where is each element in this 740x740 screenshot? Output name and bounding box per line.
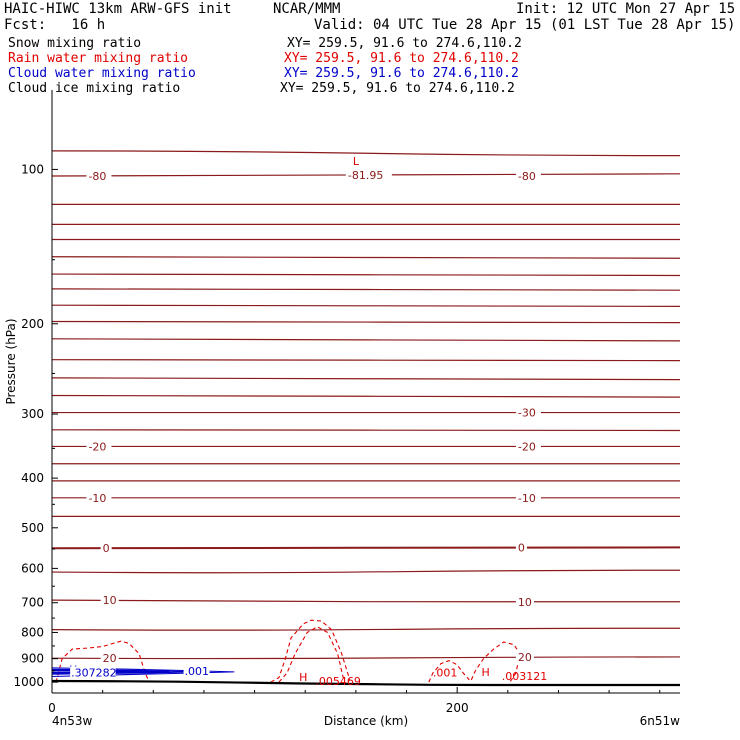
isotherm-line xyxy=(51,656,681,660)
field-cloudwater-name: Cloud water mixing ratio xyxy=(8,66,196,81)
field-cloudice-xy: XY= 259.5, 91.6 to 274.6,110.2 xyxy=(280,81,515,96)
isotherm-line xyxy=(51,273,681,277)
left-endpoint-label: 4n53w xyxy=(52,714,93,728)
isotherm-line xyxy=(51,288,681,291)
rain-contour-label: .003121 xyxy=(502,670,547,683)
valid-time: Valid: 04 UTC Tue 28 Apr 15 (01 LST Tue … xyxy=(314,17,736,33)
rain-max-H: H xyxy=(299,671,307,684)
isotherm-label: 0 xyxy=(103,542,110,555)
y-tick-label: 500 xyxy=(21,521,44,535)
isotherm-label-bg xyxy=(515,540,527,554)
y-tick-label: 300 xyxy=(21,407,44,421)
isotherm-line xyxy=(51,320,681,324)
isotherm-label: 10 xyxy=(103,594,117,607)
isotherm-line xyxy=(51,338,681,342)
min-value-bg xyxy=(345,168,392,181)
x-axis-label: Distance (km) xyxy=(324,714,408,728)
rain-water-contour xyxy=(55,640,150,683)
isotherm-line xyxy=(51,569,681,574)
field-cloudwater-xy: XY= 259.5, 91.6 to 274.6,110.2 xyxy=(284,66,519,81)
cloud-label-bg xyxy=(70,666,116,678)
field-rain-name: Rain water mixing ratio xyxy=(8,51,189,66)
isotherm-label-bg xyxy=(515,490,541,504)
isotherm-label-bg xyxy=(515,594,534,608)
org-label: NCAR/MMM xyxy=(273,1,341,17)
isotherm-label-bg xyxy=(86,490,112,504)
isotherm-label-bg xyxy=(100,651,119,665)
x-tick-label: 0 xyxy=(48,701,56,715)
min-value-label: -81.95 xyxy=(348,169,383,182)
x-tick-label: 200 xyxy=(446,701,469,715)
rain-max-H: H xyxy=(481,666,489,679)
field-snow-name: Snow mixing ratio xyxy=(8,36,142,51)
isotherm-label-bg xyxy=(515,405,541,419)
isotherm-line xyxy=(51,150,681,157)
isotherm-label-bg xyxy=(100,541,112,555)
isotherm-line xyxy=(51,429,681,432)
right-endpoint-label: 6n51w xyxy=(640,714,681,728)
forecast-hour: Fcst: 16 h xyxy=(4,17,106,33)
isotherm-label: -80 xyxy=(518,170,536,183)
temperature-contours xyxy=(51,150,681,660)
isotherm-label: -20 xyxy=(88,440,106,453)
isotherm-line xyxy=(51,377,681,381)
isotherm-label: -80 xyxy=(88,170,106,183)
y-tick-label: 600 xyxy=(21,561,44,575)
y-tick-label: 400 xyxy=(21,471,44,485)
isotherm-label: -30 xyxy=(518,407,536,420)
isotherm-label-bg xyxy=(100,593,119,607)
isotherm-line xyxy=(51,256,681,259)
rain-contour-label: .005469 xyxy=(315,675,361,688)
terrain-line xyxy=(51,679,680,687)
isotherm-label: -10 xyxy=(88,492,106,505)
contour-labels: -80 -80 -30 -20 -20 -10 -10 0 0 10 10 20 20 L-81.95 H H… xyxy=(69,155,547,688)
y-tick-label: 1000 xyxy=(13,675,44,689)
isotherm-line xyxy=(51,546,681,550)
y-tick-label: 200 xyxy=(21,317,44,331)
terrain-surface-line xyxy=(51,679,680,687)
isotherm-line xyxy=(51,359,681,362)
model-title: HAIC-HIWC 13km ARW-GFS init xyxy=(4,1,232,17)
cloud-contour-label: .001 xyxy=(185,665,210,678)
y-axis-label: Pressure (hPa) xyxy=(4,318,18,404)
cloud-contour-label: .307282 xyxy=(71,667,117,680)
field-cloudice-name: Cloud ice mixing ratio xyxy=(8,81,181,96)
rain-water-contour xyxy=(470,641,521,683)
isotherm-line xyxy=(51,394,681,398)
rain-water-contour xyxy=(278,626,345,683)
rain-water-contour xyxy=(270,619,351,683)
field-snow-xy: XY= 259.5, 91.6 to 274.6,110.2 xyxy=(287,36,522,51)
isotherm-label: 10 xyxy=(518,596,532,609)
y-tick-label: 700 xyxy=(21,596,44,610)
rain-water-contour xyxy=(428,660,470,683)
isotherm-label: -20 xyxy=(518,440,536,453)
isotherm-label-bg xyxy=(86,169,112,183)
rain-contour-label: .001 xyxy=(433,667,458,680)
isotherm-line xyxy=(51,304,681,308)
isotherm-line xyxy=(51,599,681,603)
isotherm-label: -10 xyxy=(518,492,536,505)
y-tick-label: 100 xyxy=(21,162,44,176)
isotherm-label-bg xyxy=(515,169,541,183)
isotherm-label-bg xyxy=(86,439,112,453)
isotherm-label-bg xyxy=(515,439,541,453)
init-time: Init: 12 UTC Mon 27 Apr 15 xyxy=(516,1,736,17)
cloud-label-bg xyxy=(183,664,210,676)
isotherm-label: 20 xyxy=(103,652,117,665)
isotherm-label: 20 xyxy=(518,651,532,664)
field-rain-xy: XY= 259.5, 91.6 to 274.6,110.2 xyxy=(284,51,519,66)
isotherm-line xyxy=(51,627,681,631)
isotherm-label: 0 xyxy=(518,541,525,554)
y-tick-label: 900 xyxy=(21,652,44,666)
rain-water-contours xyxy=(55,619,521,683)
y-tick-label: 800 xyxy=(21,625,44,639)
min-marker-L: L xyxy=(353,155,360,168)
isotherm-label-bg xyxy=(515,649,534,663)
